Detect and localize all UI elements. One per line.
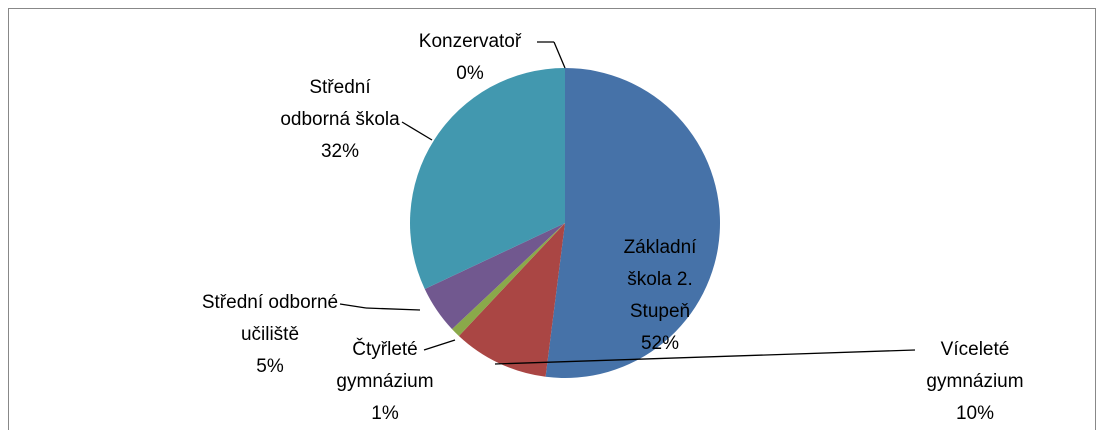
leader-line bbox=[494, 349, 916, 365]
slice-label: Čtyřleté gymnázium 1% bbox=[325, 334, 445, 430]
leader-line bbox=[339, 303, 367, 309]
category-name: Víceleté gymnázium bbox=[926, 339, 1024, 392]
chart-frame bbox=[8, 8, 1096, 430]
category-name: Konzervatoř bbox=[418, 31, 522, 52]
leader-line bbox=[553, 41, 566, 69]
slice-label: Víceleté gymnázium 10% bbox=[895, 334, 1055, 430]
pie-slice bbox=[409, 68, 565, 289]
value-label: 1% bbox=[371, 403, 399, 424]
pie-slice bbox=[458, 223, 565, 377]
leader-line bbox=[365, 307, 421, 311]
slice-label: Základní škola 2. Stupeň 52% bbox=[600, 232, 720, 360]
category-name: Čtyřleté gymnázium bbox=[336, 339, 434, 392]
category-name: Střední odborné učiliště bbox=[201, 292, 339, 345]
pie-slice bbox=[452, 223, 565, 336]
value-label: 5% bbox=[256, 356, 284, 377]
slice-label: Střední odborná škola 32% bbox=[250, 72, 430, 168]
value-label: 0% bbox=[456, 63, 484, 84]
value-label: 32% bbox=[320, 141, 360, 162]
pie-slice bbox=[424, 223, 565, 330]
slice-label: Střední odborné učiliště 5% bbox=[170, 287, 370, 383]
category-name: Střední odborná škola bbox=[280, 77, 400, 130]
leader-line bbox=[401, 121, 433, 141]
category-name: Základní škola 2. Stupeň bbox=[623, 237, 697, 322]
leaders bbox=[339, 41, 916, 365]
value-label: 52% bbox=[640, 333, 680, 354]
leader-line bbox=[423, 339, 456, 351]
slice-label: Konzervatoř 0% bbox=[390, 26, 550, 90]
value-label: 10% bbox=[955, 403, 995, 424]
pie-slice bbox=[545, 68, 721, 378]
